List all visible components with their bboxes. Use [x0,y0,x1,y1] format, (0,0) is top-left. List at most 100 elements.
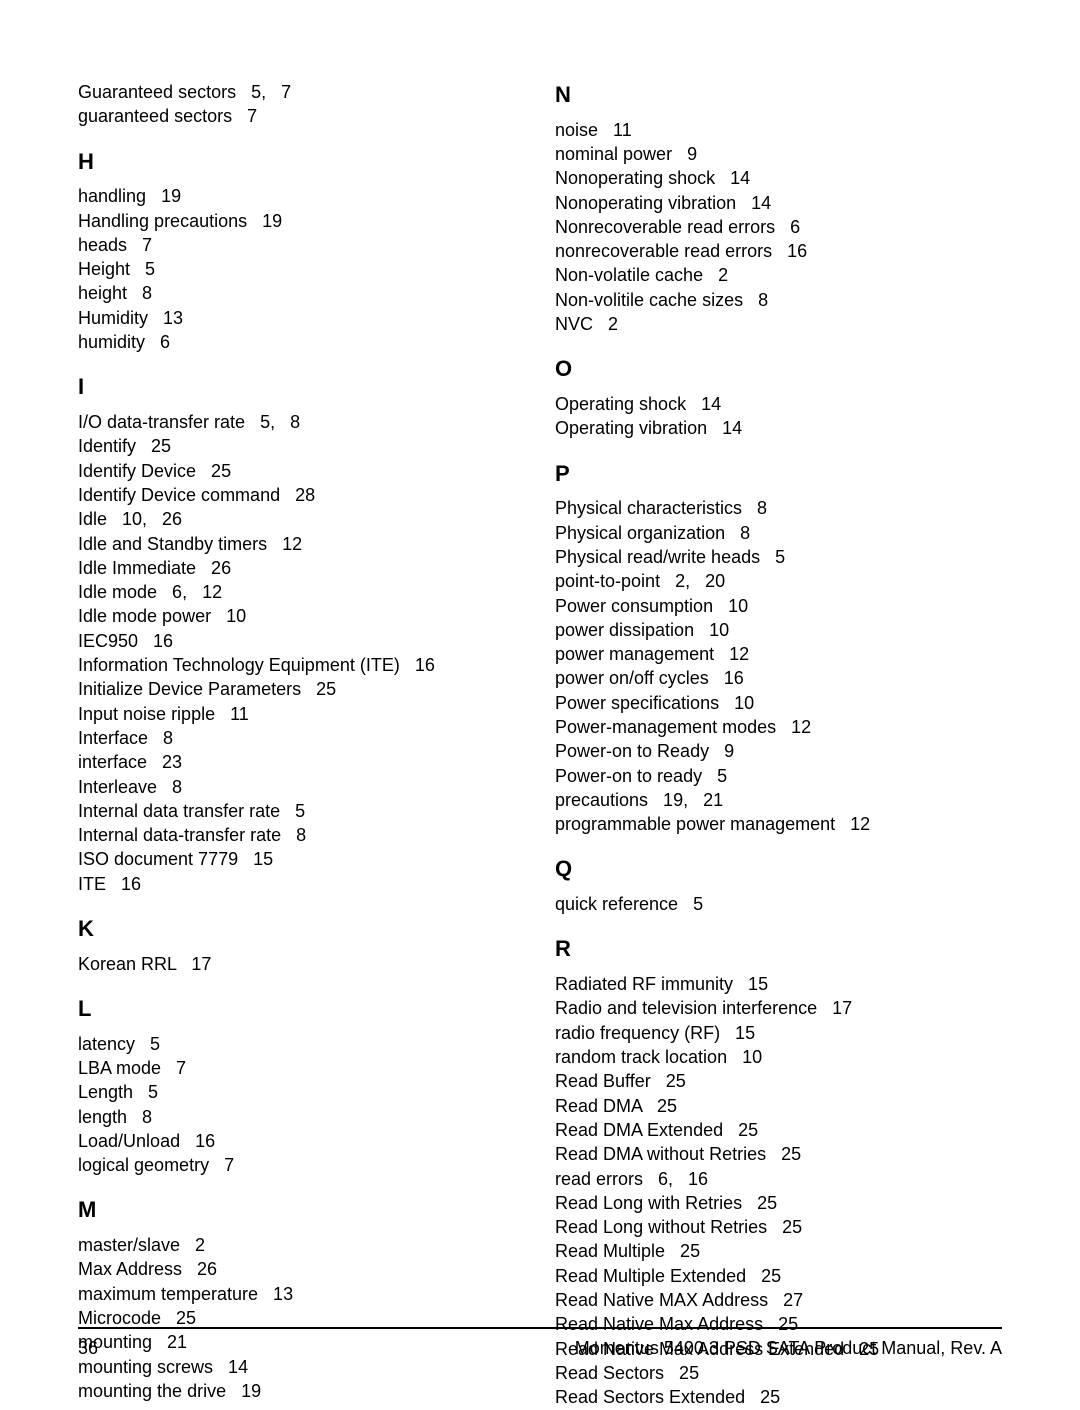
index-entry: NVC 2 [555,312,1002,336]
index-entry: ITE 16 [78,872,525,896]
section-letter: P [555,459,1002,489]
index-entry: Idle and Standby timers 12 [78,532,525,556]
index-entry: Read Buffer 25 [555,1069,1002,1093]
index-entry: Idle 10, 26 [78,507,525,531]
index-entry: Read Long without Retries 25 [555,1215,1002,1239]
index-entry: IEC950 16 [78,629,525,653]
index-entry: length 8 [78,1105,525,1129]
index-entry: Physical characteristics 8 [555,496,1002,520]
index-entry: maximum temperature 13 [78,1282,525,1306]
index-entry: precautions 19, 21 [555,788,1002,812]
index-entry: height 8 [78,281,525,305]
index-entry: LBA mode 7 [78,1056,525,1080]
section-letter: N [555,80,1002,110]
index-entry: point-to-point 2, 20 [555,569,1002,593]
footer-rule [78,1327,1002,1329]
page-number: 36 [78,1338,98,1359]
index-entry: Length 5 [78,1080,525,1104]
index-entry: programmable power management 12 [555,812,1002,836]
left-column: Guaranteed sectors 5, 7guaranteed sector… [78,80,525,1410]
index-entry: Power specifications 10 [555,691,1002,715]
index-entry: Load/Unload 16 [78,1129,525,1153]
index-entry: logical geometry 7 [78,1153,525,1177]
section-letter: K [78,914,525,944]
index-entry: Nonoperating vibration 14 [555,191,1002,215]
index-entry: Read Sectors Extended 25 [555,1385,1002,1409]
index-entry: Radio and television interference 17 [555,996,1002,1020]
index-entry: Read DMA without Retries 25 [555,1142,1002,1166]
index-entry: Non-volatile cache 2 [555,263,1002,287]
index-entry: Power-on to Ready 9 [555,739,1002,763]
index-entry: Read Native MAX Address 27 [555,1288,1002,1312]
index-entry: Operating shock 14 [555,392,1002,416]
index-entry: Information Technology Equipment (ITE) 1… [78,653,525,677]
index-entry: Radiated RF immunity 15 [555,972,1002,996]
index-entry: Initialize Device Parameters 25 [78,677,525,701]
index-entry: nonrecoverable read errors 16 [555,239,1002,263]
index-entry: Nonoperating shock 14 [555,166,1002,190]
section-letter: L [78,994,525,1024]
index-entry: Operating vibration 14 [555,416,1002,440]
section-letter: Q [555,854,1002,884]
index-entry: noise 11 [555,118,1002,142]
index-entry: nominal power 9 [555,142,1002,166]
index-entry: ISO document 7779 15 [78,847,525,871]
section-letter: O [555,354,1002,384]
index-entry: Physical read/write heads 5 [555,545,1002,569]
index-entry: handling 19 [78,184,525,208]
index-entry: Handling precautions 19 [78,209,525,233]
index-entry: quick reference 5 [555,892,1002,916]
index-entry: random track location 10 [555,1045,1002,1069]
right-column: Nnoise 11nominal power 9Nonoperating sho… [555,80,1002,1410]
index-entry: master/slave 2 [78,1233,525,1257]
index-columns: Guaranteed sectors 5, 7guaranteed sector… [78,80,1002,1410]
section-letter: I [78,372,525,402]
index-entry: Idle Immediate 26 [78,556,525,580]
index-entry: Input noise ripple 11 [78,702,525,726]
index-entry: Power consumption 10 [555,594,1002,618]
index-entry: Internal data transfer rate 5 [78,799,525,823]
index-entry: Read Multiple Extended 25 [555,1264,1002,1288]
index-entry: Identify 25 [78,434,525,458]
index-entry: Read Long with Retries 25 [555,1191,1002,1215]
index-entry: Read Native Max Address 25 [555,1312,1002,1336]
index-entry: radio frequency (RF) 15 [555,1021,1002,1045]
index-entry: mounting the drive 19 [78,1379,525,1403]
index-entry: power management 12 [555,642,1002,666]
index-entry: Interleave 8 [78,775,525,799]
index-entry: Read DMA 25 [555,1094,1002,1118]
index-entry: read errors 6, 16 [555,1167,1002,1191]
index-entry: Read Sectors 25 [555,1361,1002,1385]
index-entry: latency 5 [78,1032,525,1056]
index-entry: Power-management modes 12 [555,715,1002,739]
index-entry: Humidity 13 [78,306,525,330]
index-entry: Nonrecoverable read errors 6 [555,215,1002,239]
index-entry: Power-on to ready 5 [555,764,1002,788]
index-entry: Interface 8 [78,726,525,750]
section-letter: H [78,147,525,177]
index-entry: Idle mode 6, 12 [78,580,525,604]
index-entry: Korean RRL 17 [78,952,525,976]
index-entry: humidity 6 [78,330,525,354]
index-entry: I/O data-transfer rate 5, 8 [78,410,525,434]
index-entry: guaranteed sectors 7 [78,104,525,128]
footer: 36 Momentus 5400.3 PSD SATA Product Manu… [78,1338,1002,1359]
index-entry: heads 7 [78,233,525,257]
section-letter: M [78,1195,525,1225]
index-entry: Read Multiple 25 [555,1239,1002,1263]
index-entry: Idle mode power 10 [78,604,525,628]
index-entry: Internal data-transfer rate 8 [78,823,525,847]
index-entry: Physical organization 8 [555,521,1002,545]
index-entry: Identify Device 25 [78,459,525,483]
index-entry: power on/off cycles 16 [555,666,1002,690]
section-letter: R [555,934,1002,964]
index-entry: Guaranteed sectors 5, 7 [78,80,525,104]
index-entry: Read DMA Extended 25 [555,1118,1002,1142]
index-entry: Non-volitile cache sizes 8 [555,288,1002,312]
index-entry: Identify Device command 28 [78,483,525,507]
doc-title: Momentus 5400.3 PSD SATA Product Manual,… [575,1338,1002,1359]
index-entry: power dissipation 10 [555,618,1002,642]
index-entry: Max Address 26 [78,1257,525,1281]
index-entry: interface 23 [78,750,525,774]
index-entry: Height 5 [78,257,525,281]
